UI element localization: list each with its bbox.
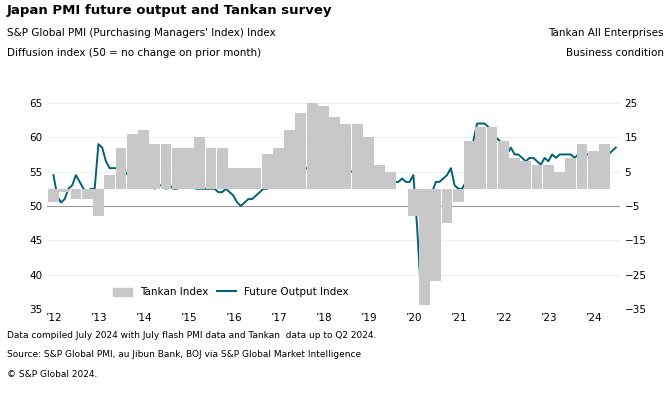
Bar (205, 148, 216, 189)
Bar (543, 165, 554, 189)
Bar (273, 148, 283, 189)
Bar (430, 189, 442, 282)
Text: S&P Global PMI (Purchasing Managers' Index) Index: S&P Global PMI (Purchasing Managers' Ind… (7, 28, 275, 38)
Bar (408, 189, 419, 216)
Bar (318, 107, 329, 189)
Bar (295, 113, 306, 189)
Bar (261, 154, 273, 189)
Bar (520, 161, 531, 189)
Legend: Tankan Index, Future Output Index: Tankan Index, Future Output Index (109, 283, 353, 302)
Bar (419, 189, 430, 305)
Bar (217, 148, 227, 189)
Bar (442, 189, 452, 223)
Bar (82, 189, 93, 199)
Bar (172, 148, 183, 189)
Bar (374, 165, 385, 189)
Bar (149, 144, 160, 189)
Text: Diffusion index (50 = no change on prior month): Diffusion index (50 = no change on prior… (7, 48, 261, 57)
Bar (453, 189, 464, 202)
Bar (498, 141, 509, 189)
Bar (509, 158, 520, 189)
Bar (464, 141, 475, 189)
Bar (352, 124, 363, 189)
Text: Japan PMI future output and Tankan survey: Japan PMI future output and Tankan surve… (7, 4, 332, 17)
Text: Source: S&P Global PMI, au Jibun Bank, BOJ via S&P Global Market Intelligence: Source: S&P Global PMI, au Jibun Bank, B… (7, 350, 361, 360)
Bar (161, 144, 171, 189)
Bar (566, 158, 576, 189)
Text: Tankan All Enterprises: Tankan All Enterprises (548, 28, 664, 38)
Bar (476, 127, 486, 189)
Bar (127, 134, 137, 189)
Bar (532, 165, 542, 189)
Bar (48, 189, 59, 202)
Bar (386, 171, 396, 189)
Bar (340, 124, 352, 189)
Bar (71, 189, 81, 199)
Bar (307, 103, 317, 189)
Bar (93, 189, 104, 216)
Bar (115, 148, 126, 189)
Bar (599, 144, 610, 189)
Bar (329, 117, 340, 189)
Bar (228, 168, 239, 189)
Text: © S&P Global 2024.: © S&P Global 2024. (7, 370, 97, 379)
Bar (554, 171, 565, 189)
Text: Data compiled July 2024 with July flash PMI data and Tankan  data up to Q2 2024.: Data compiled July 2024 with July flash … (7, 331, 376, 340)
Bar (251, 168, 261, 189)
Bar (284, 130, 295, 189)
Bar (588, 151, 599, 189)
Text: Business condition: Business condition (566, 48, 664, 57)
Bar (577, 144, 588, 189)
Bar (194, 137, 205, 189)
Bar (487, 127, 498, 189)
Bar (59, 189, 70, 192)
Bar (183, 148, 194, 189)
Bar (363, 137, 374, 189)
Bar (239, 168, 250, 189)
Bar (138, 130, 149, 189)
Bar (104, 175, 115, 189)
